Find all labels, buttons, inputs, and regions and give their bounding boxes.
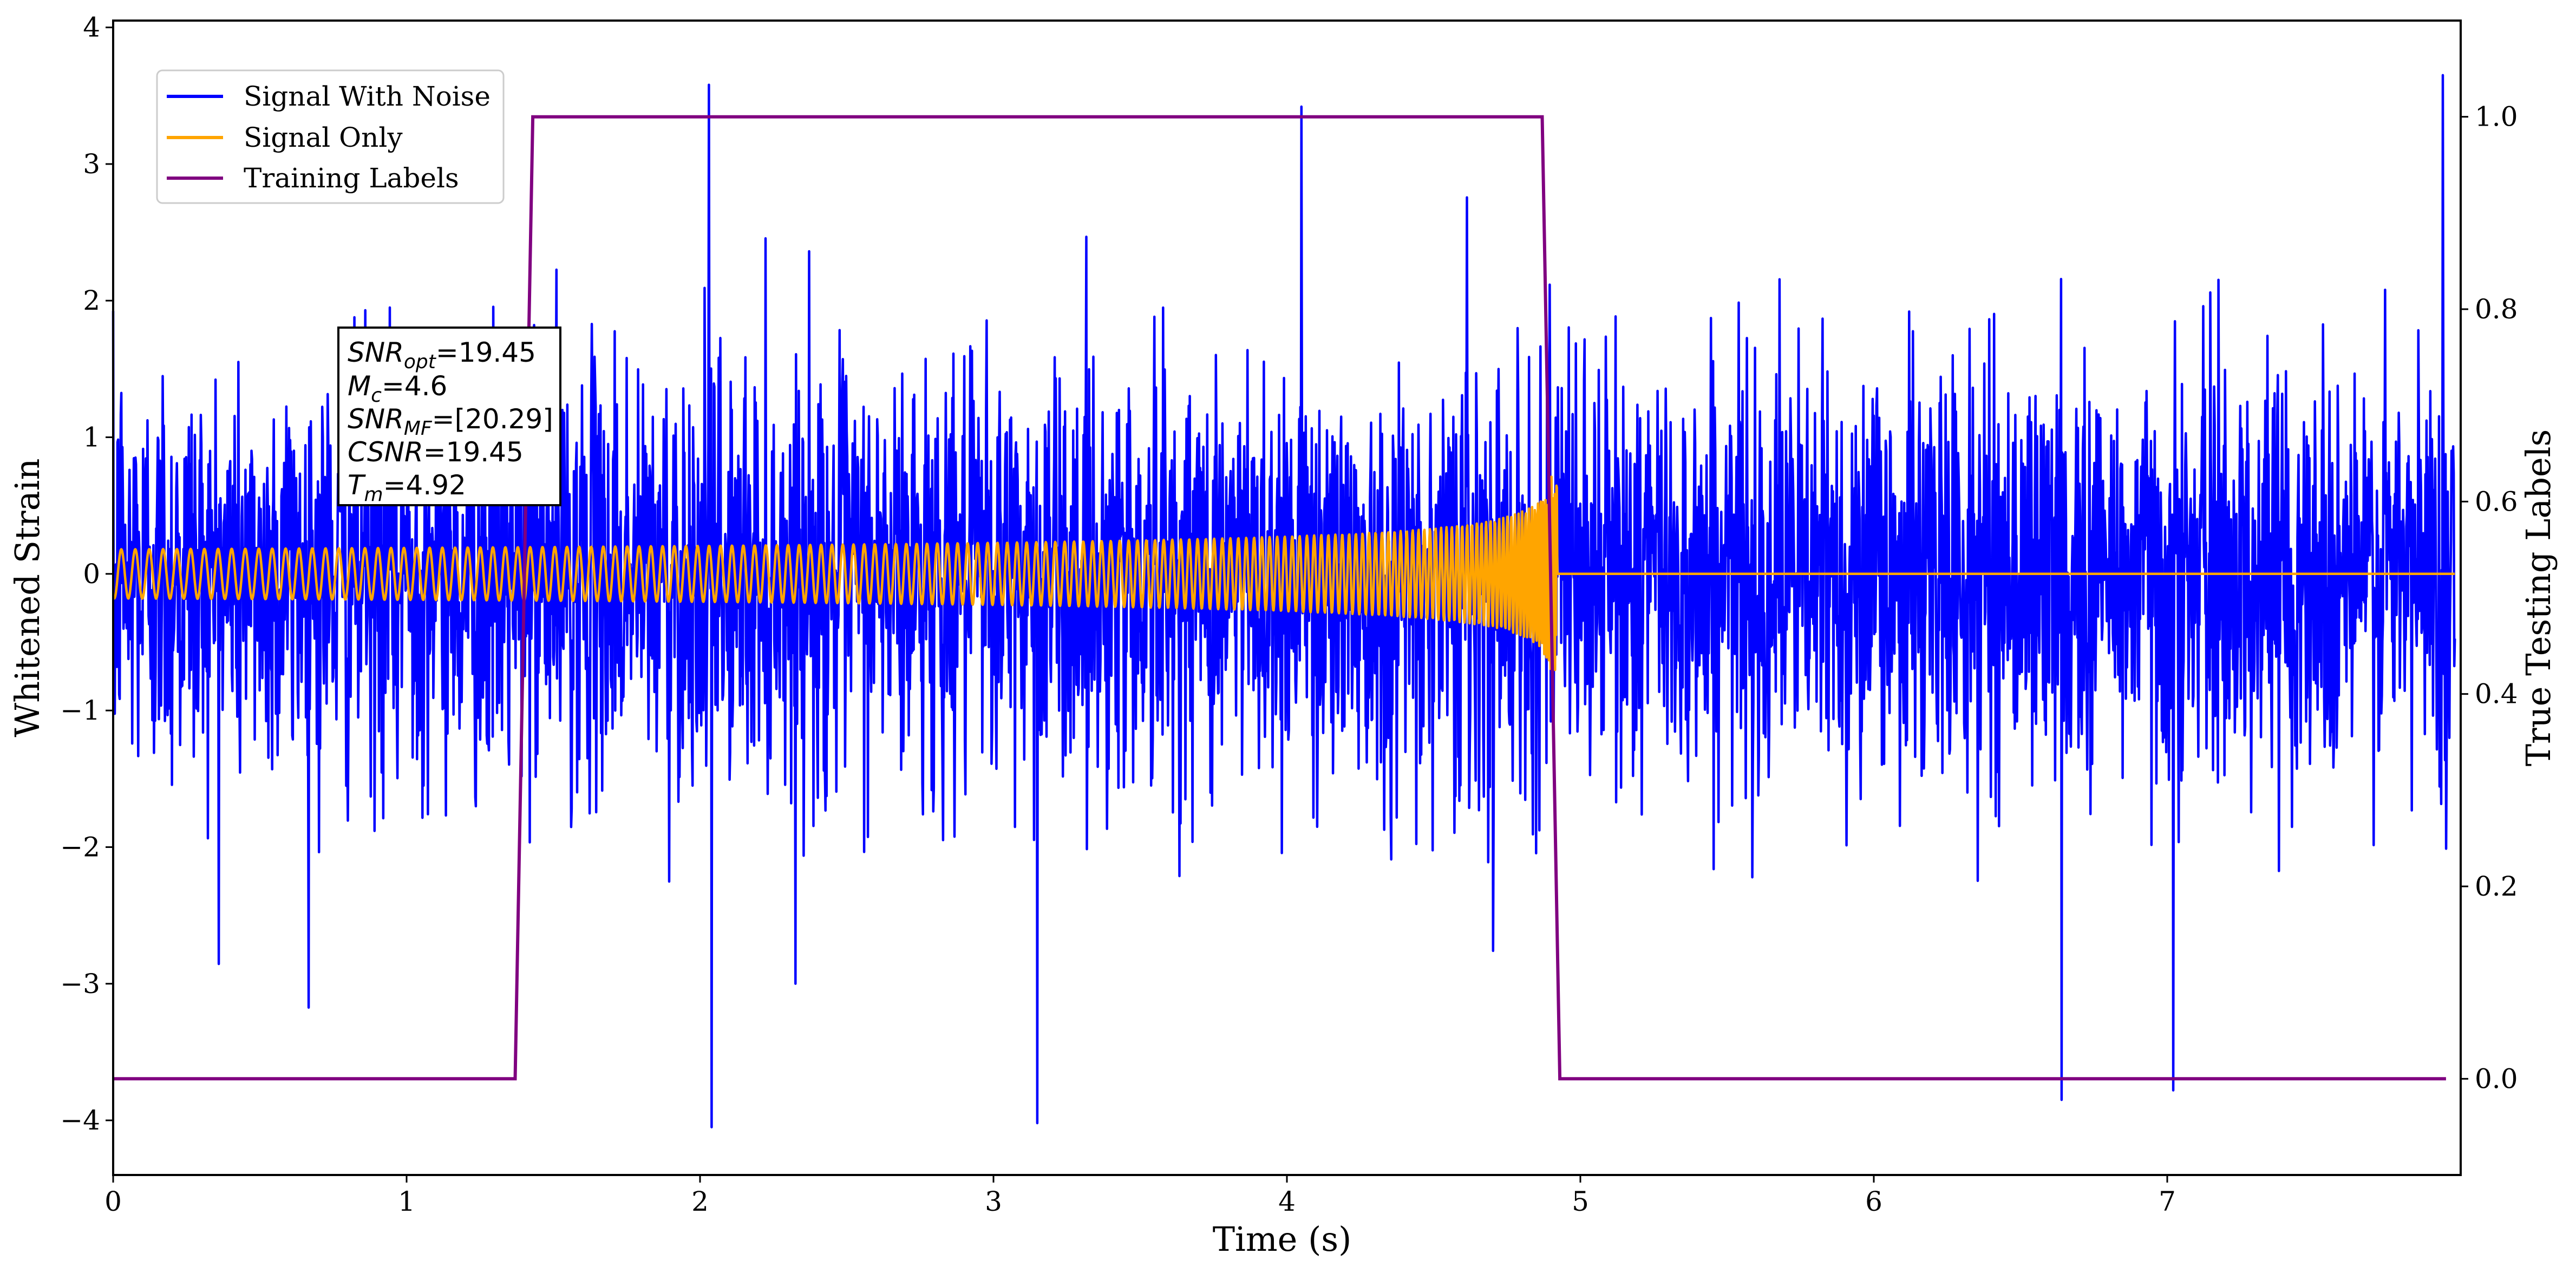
x-tick-label: 7: [2159, 1186, 2176, 1217]
x-axis-title: Time (s): [1213, 1219, 1352, 1259]
annotation-frame: [337, 327, 561, 506]
series-line-signal-with-noise: [112, 74, 2456, 1128]
y-tick-label: 1: [83, 422, 100, 453]
legend-label-signal-with-noise: Signal With Noise: [244, 81, 491, 112]
y-tick-label: 2: [83, 285, 100, 316]
legend: Signal With Noise Signal Only Training L…: [156, 69, 505, 204]
y-tick-label: −4: [60, 1105, 100, 1136]
y2-tick-label: 0.8: [2475, 293, 2518, 325]
y-tick-label: 0: [83, 558, 100, 590]
series-line-signal-only: [112, 475, 2456, 671]
x-axis: 0 1 2 3 4 5 6 7: [104, 1175, 2176, 1217]
legend-label-training-labels: Training Labels: [244, 162, 459, 194]
y-tick-label: 3: [83, 148, 100, 180]
x-tick-label: 2: [691, 1186, 709, 1217]
y2-axis-title: True Testing Labels: [2519, 429, 2558, 767]
y2-tick-label: 0.0: [2475, 1063, 2518, 1094]
y-tick-label: −1: [60, 695, 100, 726]
annotation-snr-mf: SNRMF=[20.29]: [348, 403, 553, 440]
y2-tick-label: 0.2: [2475, 871, 2518, 902]
x-tick-label: 6: [1865, 1186, 1882, 1217]
y-axis-title: Whitened Strain: [8, 459, 47, 737]
series-layer: [112, 74, 2456, 1128]
x-tick-label: 5: [1572, 1186, 1589, 1217]
y2-tick-label: 0.6: [2475, 486, 2518, 517]
annotation-csnr: CSNR=19.45: [348, 436, 524, 468]
y-axis-right: 0.0 0.2 0.4 0.6 0.8 1.0: [2461, 101, 2518, 1094]
x-tick-label: 0: [104, 1186, 122, 1217]
y-tick-label: 4: [83, 12, 100, 43]
x-tick-label: 3: [985, 1186, 1002, 1217]
annotation-mc: Mc=4.6: [348, 370, 447, 407]
x-tick-label: 1: [398, 1186, 415, 1217]
legend-label-signal-only: Signal Only: [244, 122, 403, 153]
y-tick-label: −3: [60, 968, 100, 1000]
y-tick-label: −2: [60, 831, 100, 863]
annotation-box: SNRopt=19.45 Mc=4.6 SNRMF=[20.29] CSNR=1…: [337, 327, 561, 506]
y2-tick-label: 0.4: [2475, 678, 2518, 710]
y-axis-left: −4 −3 −2 −1 0 1 2 3 4: [60, 12, 113, 1136]
x-tick-label: 4: [1278, 1186, 1296, 1217]
annotation-tm: Tm=4.92: [348, 469, 466, 506]
y2-tick-label: 1.0: [2475, 101, 2518, 133]
annotation-snr-opt: SNRopt=19.45: [348, 337, 536, 373]
legend-box: [156, 69, 505, 204]
series-line-training-labels: [113, 115, 2446, 1081]
